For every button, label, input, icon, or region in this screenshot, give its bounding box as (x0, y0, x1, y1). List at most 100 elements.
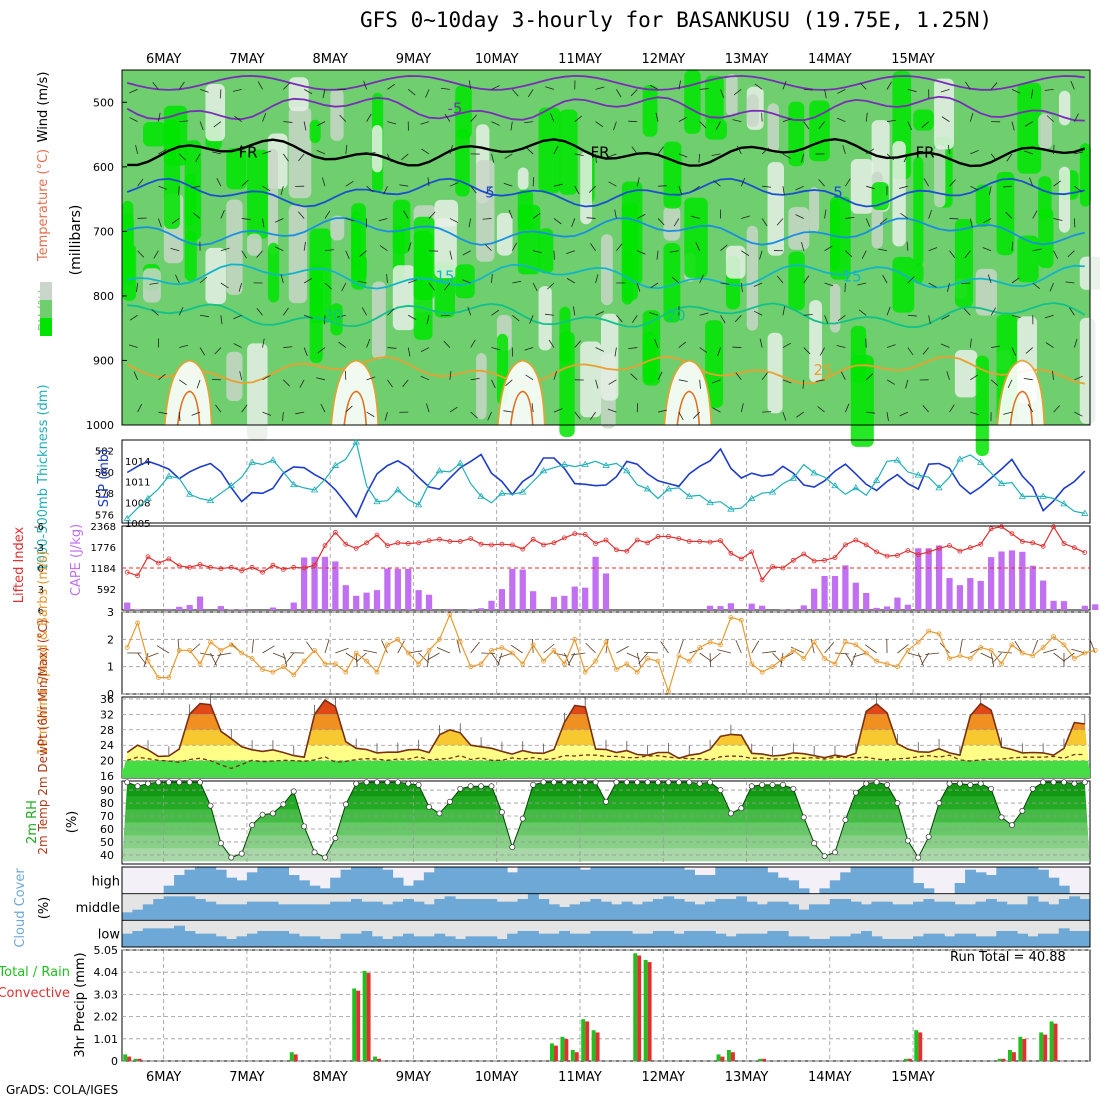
rh-patch (414, 231, 433, 340)
cloud-cell (184, 870, 195, 894)
cloud-cell (590, 931, 601, 947)
precip-total-bar (644, 960, 648, 1061)
cape-bar (874, 608, 880, 610)
wind10-barb (157, 646, 169, 653)
wind10-tick-label: 1 (107, 661, 114, 674)
cape-bar (416, 590, 422, 610)
cloud-cell (882, 902, 893, 921)
precip-total-bar (363, 971, 367, 1061)
rh-patch (726, 74, 738, 116)
cloud-cell (642, 934, 653, 947)
rh-patch (476, 160, 494, 262)
cloud-cell (1028, 896, 1039, 920)
rh-patch (164, 120, 180, 229)
cloud-cell (736, 867, 747, 894)
rh-patch (351, 203, 366, 289)
cape-bar (488, 601, 494, 610)
cloud-cell (1059, 899, 1070, 920)
rh-marker (385, 780, 390, 785)
rh-marker (478, 784, 483, 789)
cloud-cell (684, 902, 695, 921)
cloud-cell (601, 931, 612, 947)
wind10-barb (736, 640, 741, 653)
cape-bar (176, 607, 182, 610)
precip-convective-bar (731, 1052, 735, 1061)
wind10-barb (835, 653, 849, 654)
rh-marker (218, 841, 223, 846)
rh-marker (593, 780, 598, 785)
cloud-cell (642, 902, 653, 921)
cape-bar (1030, 566, 1036, 610)
temp-tick-label: 32 (100, 708, 114, 721)
cloud-cell (216, 904, 227, 920)
rh-marker (718, 787, 723, 792)
rh-patch (518, 168, 529, 190)
cloud-cell (903, 867, 914, 894)
rh-marker (926, 834, 931, 839)
cape-bar (801, 605, 807, 610)
pressure-tick-label: 600 (93, 161, 114, 174)
precip-total-bar (581, 1019, 585, 1061)
rh-marker (447, 799, 452, 804)
cloud-cell (465, 867, 476, 894)
slp-line (127, 449, 1085, 517)
cape-bar (395, 569, 401, 610)
cloud-cell (809, 904, 820, 920)
wind10-barb (717, 650, 731, 653)
cape-tick-label: 2368 (91, 522, 116, 533)
rh-marker (458, 786, 463, 791)
rh-tick-label: 80 (100, 797, 114, 810)
rh-marker (145, 781, 150, 786)
cloud-cell (1080, 931, 1091, 947)
cape-bar (322, 557, 328, 610)
cloud-cell (996, 867, 1007, 894)
cloud-cell (778, 931, 789, 947)
cloud-cell (476, 936, 487, 947)
cloud-cell (497, 867, 508, 894)
cape-bar (239, 609, 245, 610)
cloud-cell (164, 896, 175, 920)
cape-bar (353, 596, 359, 610)
cloud-cell (486, 936, 497, 947)
cloud-cell (195, 867, 206, 894)
cloud-cell (486, 867, 497, 894)
date-label-top: 14MAY (808, 52, 852, 67)
precip-total-bar (1050, 1021, 1054, 1061)
cape-bar (592, 557, 598, 610)
rh-patch (851, 326, 866, 383)
precip-legend-total: Total / Rain (0, 965, 70, 980)
rh-marker (229, 855, 234, 860)
contour-label: FR (590, 144, 609, 162)
cape-bar (520, 570, 526, 610)
cloud-cell (715, 899, 726, 920)
cloud-cell (247, 934, 258, 947)
cloud-cell (341, 870, 352, 894)
rh-marker (260, 812, 265, 817)
cloud-cell (538, 934, 549, 947)
cloud-cell (486, 899, 497, 920)
temp-tick-label: 16 (100, 770, 114, 783)
cloud-cell (393, 902, 404, 921)
run-total-label: Run Total = 40.88 (950, 950, 1066, 965)
cape-bar (384, 568, 390, 610)
cloud-cell (549, 904, 560, 920)
cloud-cell (976, 902, 987, 921)
cloud-cell (632, 934, 643, 947)
cloud-cell (674, 867, 685, 894)
cloud-cell (1059, 928, 1070, 947)
cape-bar (936, 545, 942, 610)
rh-patch (955, 350, 977, 397)
rh-patch (913, 157, 923, 267)
precip-convective-bar (1012, 1052, 1016, 1061)
wind10-barb (511, 645, 523, 653)
cape-bar (468, 609, 474, 610)
cloud-cell (861, 904, 872, 920)
rh-patch (476, 353, 486, 419)
cape-bar (988, 557, 994, 610)
cloud-unit-label: (%) (37, 897, 52, 920)
cloud-cell (528, 894, 539, 921)
rh-marker (354, 781, 359, 786)
date-label-bottom: 7MAY (229, 1070, 264, 1085)
rh-patch (684, 198, 707, 278)
